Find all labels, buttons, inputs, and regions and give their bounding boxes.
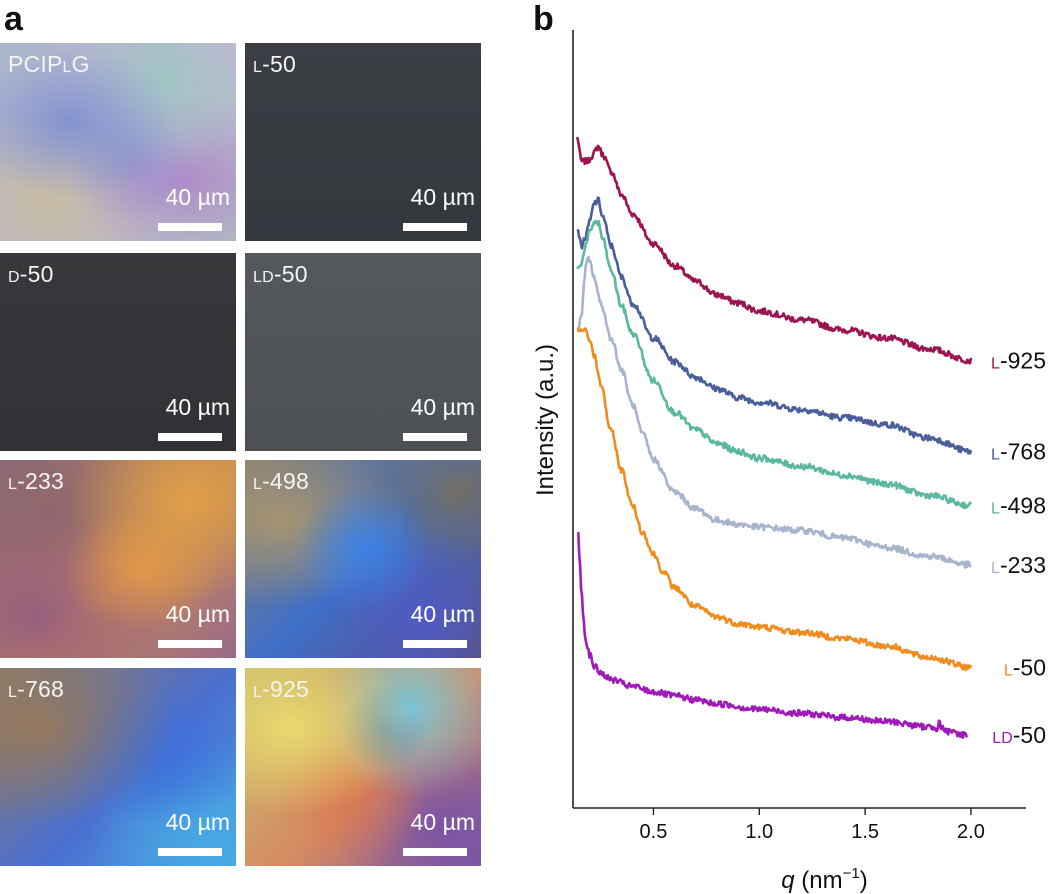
series-label-prefix: L <box>991 355 1000 372</box>
series-label-number: -498 <box>1000 493 1046 519</box>
series-label-number: -50 <box>1013 655 1046 681</box>
tile-label: PCIPLG <box>8 51 90 78</box>
micrograph-tile: L-925 40 µm <box>245 668 481 866</box>
scale-bar <box>158 640 222 648</box>
series-label-prefix: L <box>991 447 1000 464</box>
tile-label-smallcaps: L <box>253 684 263 701</box>
tile-label-smallcaps: L <box>253 59 263 76</box>
series-label-number: -233 <box>1000 552 1046 578</box>
scale-bar-label: 40 µm <box>410 601 475 627</box>
tile-label-text: -50 <box>19 261 54 287</box>
tile-label: LD-50 <box>253 261 308 288</box>
tile-label: L-50 <box>253 51 296 78</box>
micrograph-tile: PCIPLG 40 µm <box>0 43 236 241</box>
x-tick-label: 1.0 <box>745 821 773 843</box>
series-label-number: -925 <box>1000 347 1046 373</box>
tile-label-text: G <box>71 51 90 77</box>
series-line <box>576 326 973 672</box>
series-label: L-233 <box>991 552 1046 578</box>
x-tick-label: 2.0 <box>957 821 985 843</box>
x-axis-label-close: ) <box>860 867 868 894</box>
series-line <box>576 255 972 569</box>
scale-bar <box>158 848 222 856</box>
micrograph-tile: D-50 40 µm <box>0 253 236 451</box>
series-label: L-50 <box>1004 655 1046 681</box>
tile-label-text: PCIP <box>8 51 63 77</box>
panel-letter-b: b <box>533 0 554 38</box>
tile-label-smallcaps: L <box>62 59 72 76</box>
micrograph-tile: L-498 40 µm <box>245 460 481 658</box>
tile-label: L-768 <box>8 676 64 703</box>
scale-bar-label: 40 µm <box>410 809 475 835</box>
y-axis-label: Intensity (a.u.) <box>532 344 559 496</box>
series-label-prefix: L <box>991 501 1000 518</box>
x-axis-label-symbol: q <box>781 867 795 894</box>
scale-bar-label: 40 µm <box>165 184 230 210</box>
series-label: L-768 <box>991 439 1046 465</box>
series-line <box>577 532 968 739</box>
tile-label-smallcaps: D <box>8 269 20 286</box>
micrograph-tile: L-50 40 µm <box>245 43 481 241</box>
scale-bar <box>158 433 222 441</box>
series-label-prefix: LD <box>992 730 1012 747</box>
series-label: L-498 <box>991 493 1046 519</box>
series-label-number: -768 <box>1000 439 1046 465</box>
series-line <box>575 136 973 365</box>
series-label-prefix: L <box>991 560 1000 577</box>
x-tick-label: 1.5 <box>851 821 879 843</box>
tile-label: D-50 <box>8 261 54 288</box>
series-line <box>576 196 973 455</box>
tile-label: L-498 <box>253 468 309 495</box>
tile-label-text: -233 <box>17 468 64 494</box>
scale-bar-label: 40 µm <box>165 394 230 420</box>
scale-bar-label: 40 µm <box>165 601 230 627</box>
tile-label-smallcaps: L <box>8 476 18 493</box>
x-tick-label: 0.5 <box>640 821 668 843</box>
series-label-number: -50 <box>1013 722 1046 748</box>
micrograph-tile: LD-50 40 µm <box>245 253 481 451</box>
series-line <box>576 219 972 510</box>
tile-label: L-925 <box>253 676 309 703</box>
tile-label-smallcaps: L <box>253 476 263 493</box>
tile-label-text: -50 <box>262 51 296 77</box>
scale-bar <box>158 223 222 231</box>
series-label: LD-50 <box>992 722 1046 748</box>
x-axis-label-unit: (nm <box>795 867 843 894</box>
tile-label: L-233 <box>8 468 64 495</box>
x-axis-label: q (nm−1) <box>781 865 867 894</box>
micrograph-tile: L-233 40 µm <box>0 460 236 658</box>
scale-bar-label: 40 µm <box>165 809 230 835</box>
scale-bar <box>403 223 467 231</box>
tile-label-smallcaps: L <box>8 684 18 701</box>
tile-label-text: -768 <box>17 676 64 702</box>
x-axis-label-exponent: −1 <box>843 865 860 882</box>
series-label-prefix: L <box>1004 663 1013 680</box>
series-label: L-925 <box>991 347 1046 373</box>
tile-label-smallcaps: LD <box>253 269 274 286</box>
scale-bar <box>403 848 467 856</box>
tile-label-text: -925 <box>262 676 309 702</box>
scale-bar-label: 40 µm <box>410 184 475 210</box>
tile-label-text: -50 <box>273 261 308 287</box>
scale-bar <box>403 640 467 648</box>
scale-bar <box>403 433 467 441</box>
micrograph-tile: L-768 40 µm <box>0 668 236 866</box>
panel-letter-a: a <box>4 0 23 38</box>
tile-label-text: -498 <box>262 468 309 494</box>
scale-bar-label: 40 µm <box>410 394 475 420</box>
